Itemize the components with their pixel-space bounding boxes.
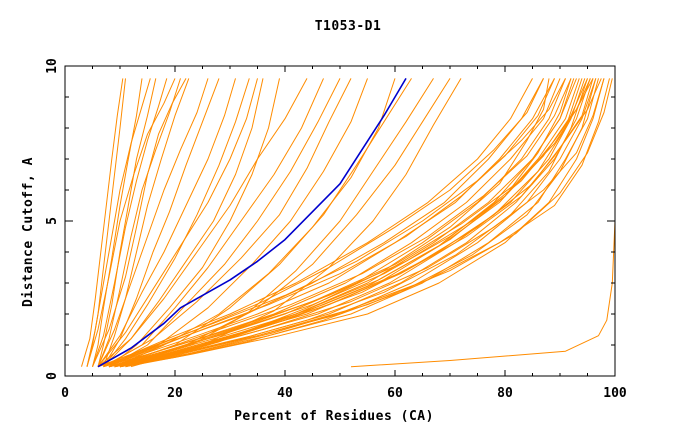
model-curve-13 — [97, 78, 236, 367]
chart-title: T1053-D1 — [315, 19, 382, 34]
model-curve-6 — [92, 78, 168, 367]
model-curve-48 — [114, 78, 594, 368]
model-curve-21 — [103, 78, 352, 368]
y-axis-label: Distance Cutoff, A — [21, 157, 36, 307]
x-tick-label: 80 — [497, 386, 513, 401]
model-curve-19 — [103, 78, 324, 368]
x-axis-label: Percent of Residues (CA) — [234, 409, 434, 424]
model-curve-3 — [92, 78, 143, 367]
model-curve-55 — [119, 78, 613, 368]
y-tick-label: 5 — [45, 217, 60, 225]
model-curve-46 — [119, 78, 597, 368]
model-curve-11 — [97, 78, 209, 367]
x-tick-label: 40 — [277, 386, 293, 401]
model-curve-8 — [97, 78, 181, 367]
model-curve-24 — [114, 78, 412, 368]
model-curve-29 — [97, 78, 544, 368]
model-curve-18 — [97, 78, 308, 368]
model-curve-37 — [119, 78, 597, 368]
model-curve-56 — [108, 78, 591, 368]
model-curve-17 — [108, 78, 280, 368]
model-curve-10 — [103, 78, 190, 367]
model-curve-39 — [125, 78, 605, 368]
model-curve-7 — [86, 78, 176, 367]
model-curve-12 — [103, 78, 220, 367]
model-curve-4 — [86, 78, 151, 367]
x-tick-label: 100 — [603, 386, 627, 401]
model-curve-2 — [81, 78, 124, 367]
highlight-curve — [97, 77, 407, 368]
y-tick-label: 0 — [45, 372, 60, 380]
model-curve-52 — [130, 78, 550, 368]
model-curve-53 — [114, 78, 605, 368]
model-curve-28 — [97, 78, 533, 368]
model-curve-9 — [92, 78, 187, 367]
x-tick-label: 0 — [61, 386, 69, 401]
x-tick-label: 20 — [167, 386, 183, 401]
model-curve-27 — [125, 78, 462, 368]
series-layer — [81, 77, 615, 368]
model-curve-49 — [108, 78, 602, 368]
model-curve-41 — [108, 78, 572, 368]
y-tick-label: 10 — [45, 58, 60, 74]
model-curve-15 — [97, 78, 258, 368]
x-tick-label: 60 — [387, 386, 403, 401]
tick-layer: 0 20 40 60 80 100 0 5 10 — [45, 58, 627, 401]
model-curve-57 — [103, 78, 544, 368]
model-curve-30 — [103, 78, 555, 368]
model-curve-40 — [103, 78, 555, 368]
model-curve-54 — [114, 78, 610, 368]
model-curve-23 — [114, 78, 396, 368]
